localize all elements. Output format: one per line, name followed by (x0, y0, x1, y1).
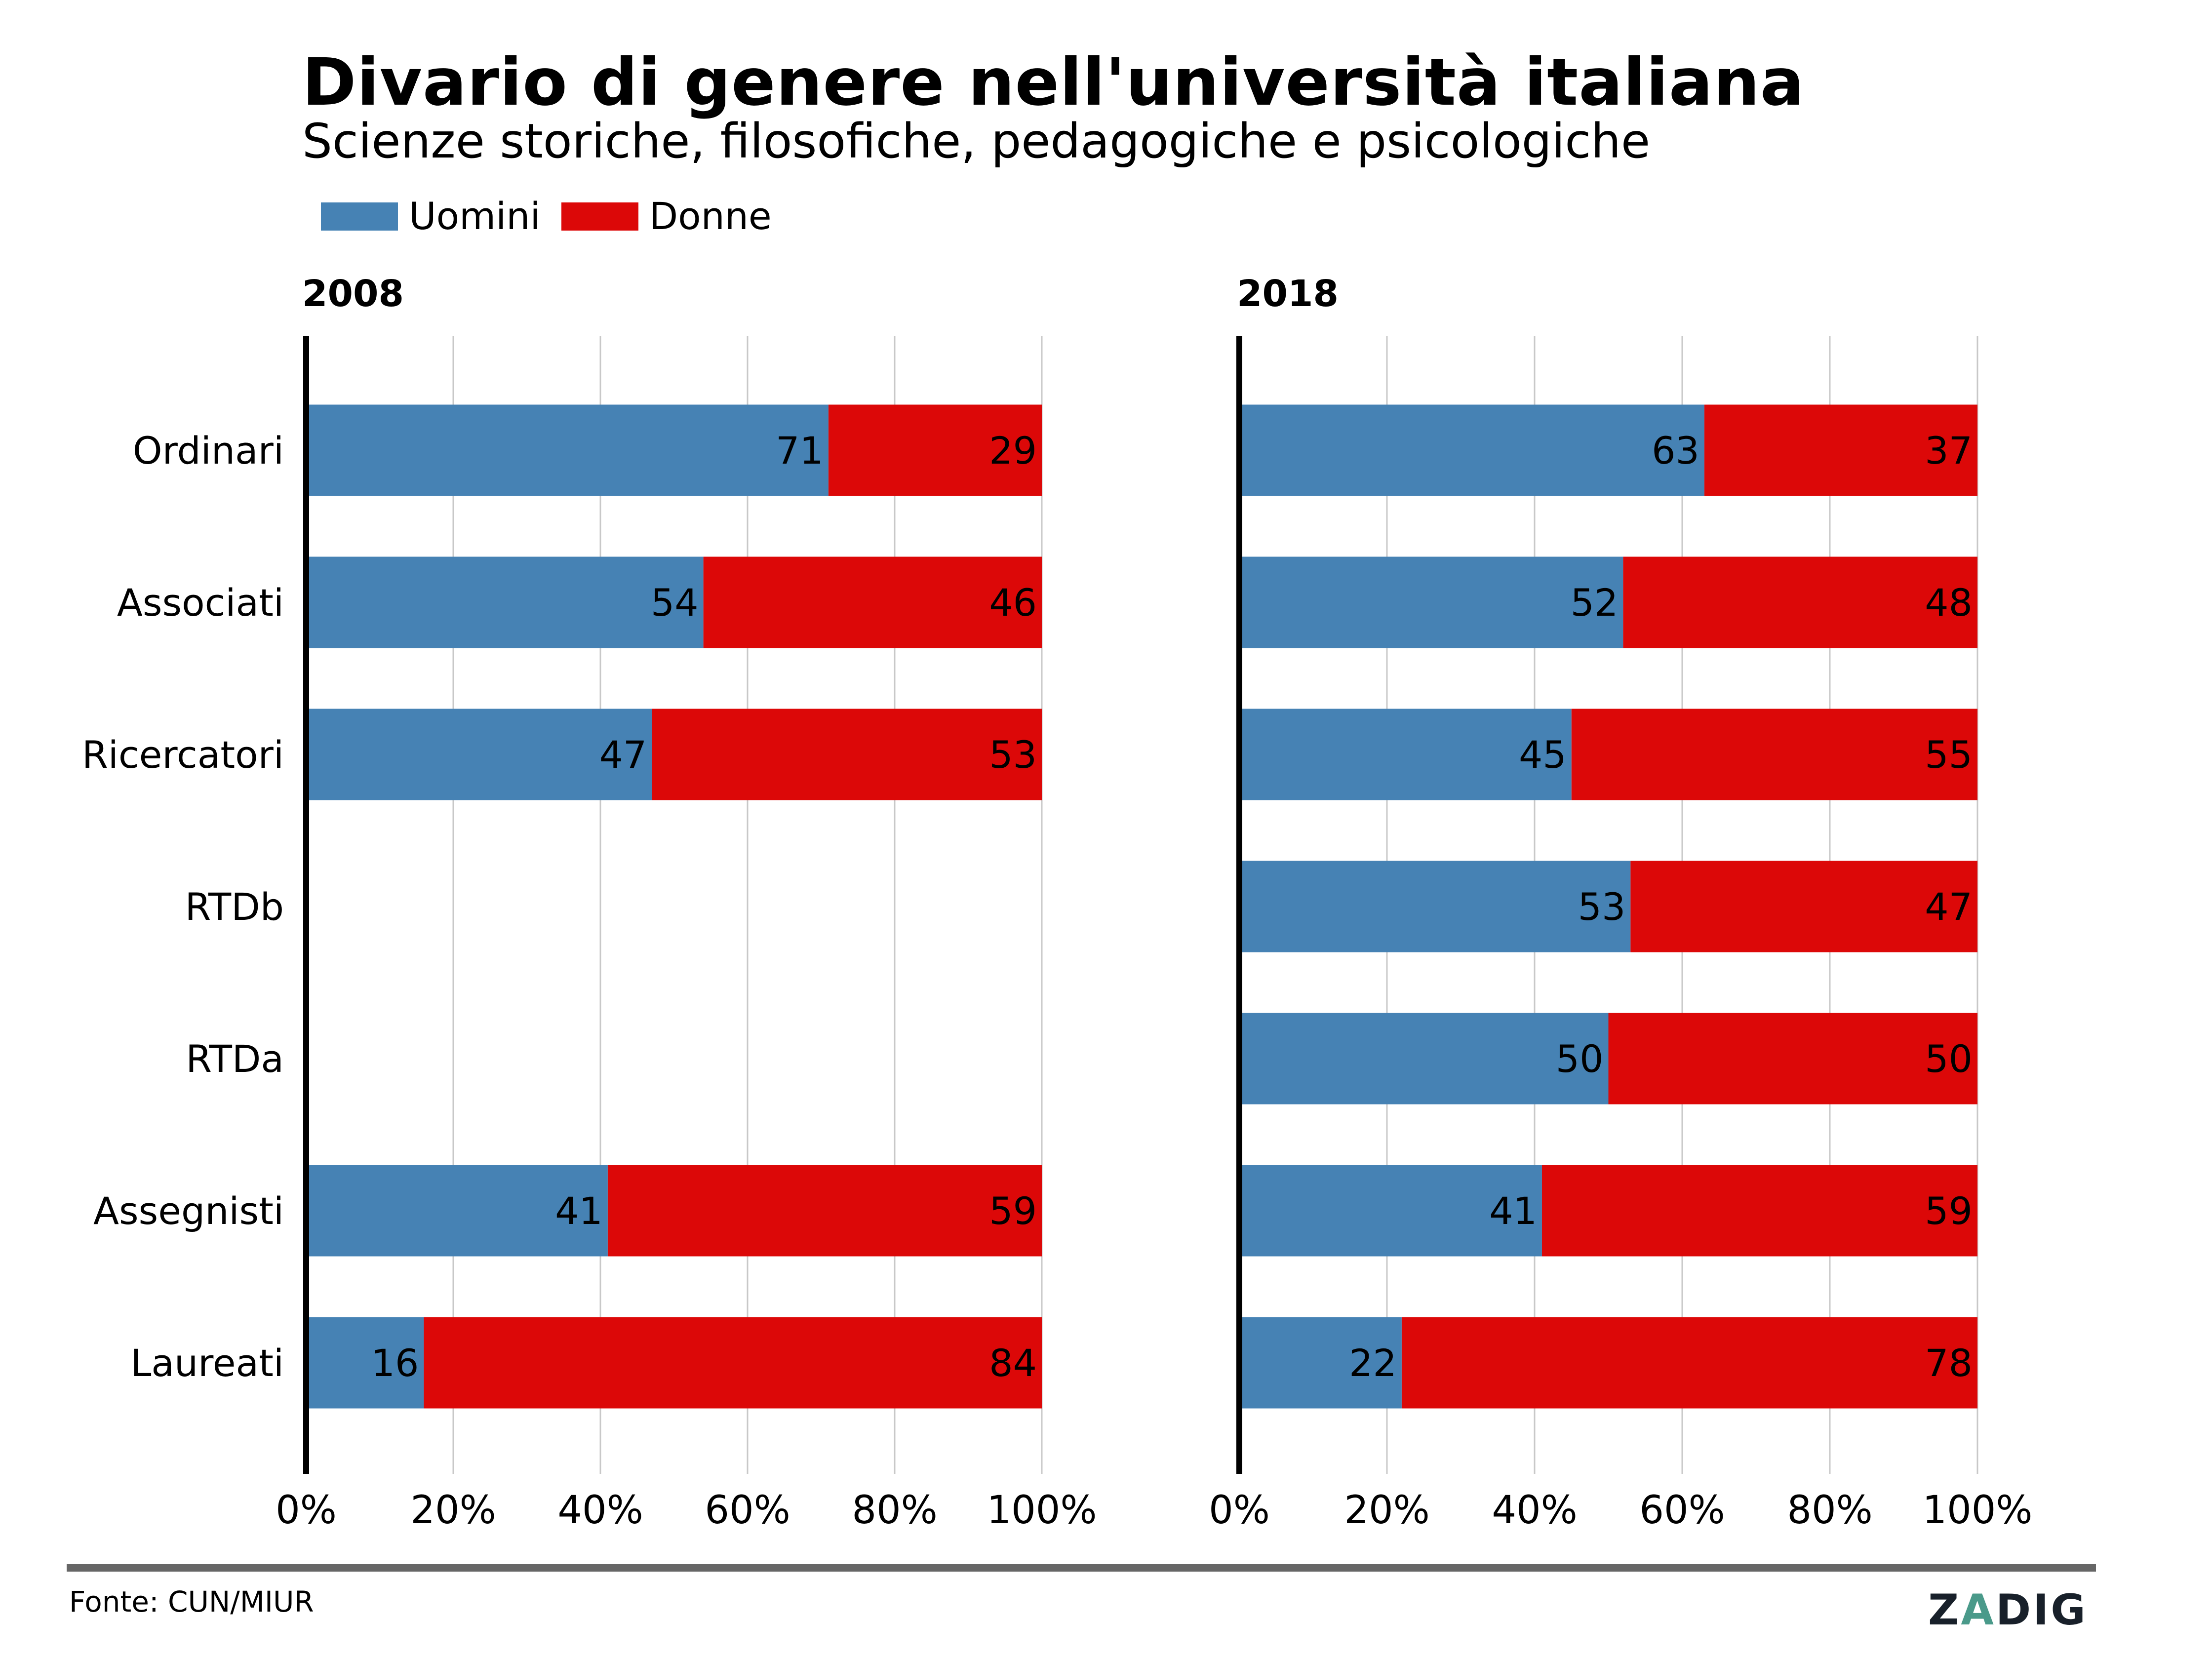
panel-2008-value-label-donne: 84 (989, 1341, 1037, 1385)
logo-part-a: A (1961, 1585, 1996, 1635)
panel-2008-x-tick-label: 100% (987, 1488, 1097, 1533)
panel-2008-title: 2008 (302, 273, 404, 315)
chart-subtitle: Scienze storiche, filosofiche, pedagogic… (302, 114, 1650, 169)
panel-2008-value-label-donne: 53 (989, 733, 1037, 777)
panel-2018-value-label-uomini: 63 (1652, 429, 1699, 473)
panel-2018-value-label-uomini: 22 (1349, 1341, 1397, 1385)
panel-2018-value-label-donne: 55 (1925, 733, 1973, 777)
panel-2008-x-tick-label: 20% (410, 1488, 496, 1533)
panel-2018-value-label-uomini: 41 (1489, 1189, 1537, 1233)
legend-swatch-uomini (321, 202, 398, 231)
panel-2008-bar-uomini (306, 1317, 424, 1409)
panel-2008-bar-donne (828, 404, 1042, 496)
panel-2008-bar-uomini (306, 556, 704, 648)
panel-2008-value-label-uomini: 47 (599, 733, 647, 777)
legend-item-uomini: Uomini (321, 198, 541, 235)
panel-2008-x-tick-label: 60% (705, 1488, 790, 1533)
panel-2018-bar-uomini (1239, 556, 1623, 648)
panel-2008-value-label-uomini: 71 (776, 429, 824, 473)
panel-2008-value-label-donne: 46 (989, 581, 1037, 625)
panel-2018-bar-uomini (1239, 709, 1572, 800)
panel-2018-bar-uomini (1239, 404, 1704, 496)
panel-2018-bar-donne (1630, 861, 1977, 952)
legend-label-uomini: Uomini (409, 194, 541, 238)
panel-2018-x-tick-label: 40% (1492, 1488, 1577, 1533)
category-label: Ordinari (133, 429, 284, 473)
logo-part-dig: DIG (1995, 1585, 2088, 1635)
source-note: Fonte: CUN/MIUR (69, 1585, 314, 1619)
panel-2018-x-tick-label: 20% (1344, 1488, 1429, 1533)
panel-2018-bar-donne (1401, 1317, 1977, 1409)
category-label: RTDa (186, 1037, 284, 1081)
panel-2008-bar-donne (607, 1165, 1042, 1257)
panel-2018-value-label-uomini: 45 (1519, 733, 1567, 777)
zadig-logo: Z A DIG (1928, 1589, 2088, 1631)
panel-2008-x-tick-label: 40% (557, 1488, 643, 1533)
panel-2018-value-label-uomini: 52 (1571, 581, 1619, 625)
panel-2018-title: 2018 (1237, 273, 1339, 315)
panel-2018-bar-donne (1541, 1165, 1977, 1257)
panel-2018-bar-donne (1571, 709, 1977, 800)
panel-2018-bar-uomini (1239, 1013, 1609, 1105)
panel-2008-value-label-donne: 29 (989, 429, 1037, 473)
panel-2018-value-label-donne: 47 (1925, 885, 1973, 929)
panel-2008-value-label-donne: 59 (989, 1189, 1037, 1233)
category-label: Ricercatori (82, 733, 284, 777)
panel-2018-value-label-donne: 50 (1925, 1037, 1973, 1081)
panel-2018-bar-donne (1704, 404, 1977, 496)
panel-2008-bar-donne (652, 709, 1042, 800)
category-label: Laureati (130, 1341, 284, 1385)
panel-2018-x-tick-label: 100% (1923, 1488, 2033, 1533)
panel-2008-bar-donne (424, 1317, 1042, 1409)
panel-2008-bar-uomini (306, 709, 652, 800)
panel-2018-value-label-uomini: 53 (1578, 885, 1626, 929)
chart-title: Divario di genere nell'università italia… (302, 44, 1805, 120)
panel-2008-bar-uomini (306, 1165, 608, 1257)
logo-part-z: Z (1928, 1585, 1961, 1635)
footer-divider (67, 1564, 2096, 1572)
legend: Uomini Donne (321, 198, 792, 235)
panel-2018-x-tick-label: 80% (1787, 1488, 1872, 1533)
legend-label-donne: Donne (649, 194, 772, 238)
category-label: Associati (117, 581, 284, 625)
legend-swatch-donne (561, 202, 638, 231)
panel-2018-value-label-donne: 37 (1925, 429, 1973, 473)
panel-2018-bar-uomini (1239, 861, 1631, 952)
panel-2018-bar-donne (1608, 1013, 1977, 1105)
panel-2018-value-label-donne: 78 (1925, 1341, 1973, 1385)
panel-2008-value-label-uomini: 54 (651, 581, 699, 625)
panel-2018-value-label-donne: 48 (1925, 581, 1973, 625)
panel-2018-bar-donne (1623, 556, 1977, 648)
panel-2018-x-tick-label: 0% (1209, 1488, 1270, 1533)
panel-2008-x-tick-label: 80% (852, 1488, 937, 1533)
panel-2008-value-label-uomini: 16 (371, 1341, 419, 1385)
legend-item-donne: Donne (561, 198, 772, 235)
panel-2008-bar-donne (703, 556, 1042, 648)
panel-2008-bar-uomini (306, 404, 829, 496)
panel-2008-x-tick-label: 0% (276, 1488, 337, 1533)
category-label: Assegnisti (93, 1189, 284, 1233)
panel-2018-x-tick-label: 60% (1639, 1488, 1725, 1533)
panel-2008-value-label-uomini: 41 (555, 1189, 603, 1233)
panel-2018-value-label-uomini: 50 (1556, 1037, 1604, 1081)
panel-2018-bar-uomini (1239, 1165, 1542, 1257)
panel-2018-bar-uomini (1239, 1317, 1402, 1409)
panel-2018-value-label-donne: 59 (1925, 1189, 1973, 1233)
category-label: RTDb (185, 885, 284, 929)
